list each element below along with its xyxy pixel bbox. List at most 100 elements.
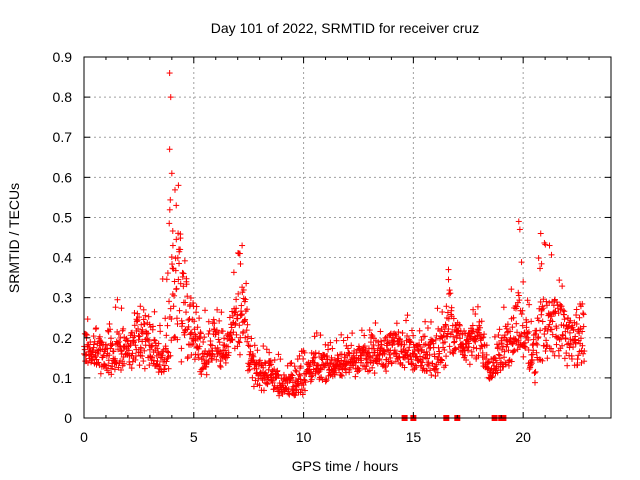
data-point [546, 299, 553, 306]
data-point [446, 290, 453, 297]
data-point [235, 338, 242, 345]
data-point [121, 360, 128, 367]
data-point [534, 335, 541, 342]
data-point [195, 354, 202, 361]
data-point [549, 331, 556, 338]
x-tick-label: 0 [80, 429, 88, 445]
data-point [376, 355, 383, 362]
data-point [178, 317, 185, 324]
data-point [434, 305, 441, 312]
data-point [174, 336, 181, 343]
data-point [81, 346, 88, 353]
data-point [553, 299, 560, 306]
data-point [440, 344, 447, 351]
data-point [461, 352, 468, 359]
data-point [524, 297, 531, 304]
data-point [139, 353, 146, 360]
data-point [559, 331, 566, 338]
data-point [131, 322, 138, 329]
data-point [496, 355, 503, 362]
data-point [393, 350, 400, 357]
data-point [349, 330, 356, 337]
data-point [540, 342, 547, 349]
data-point [537, 327, 544, 334]
data-point [84, 359, 91, 366]
data-point [240, 328, 247, 335]
data-point [175, 276, 182, 283]
data-point [178, 345, 185, 352]
data-point [438, 356, 445, 363]
data-point [232, 320, 239, 327]
data-point [185, 323, 192, 330]
data-point [215, 336, 222, 343]
data-point [539, 318, 546, 325]
data-point [219, 328, 226, 335]
data-point [450, 350, 457, 357]
data-point [260, 343, 267, 350]
data-point [230, 329, 237, 336]
data-point [384, 338, 391, 345]
data-point [275, 351, 282, 358]
data-point [216, 317, 223, 324]
data-point [146, 321, 153, 328]
data-point [369, 364, 376, 371]
data-point [368, 331, 375, 338]
data-point [225, 343, 232, 350]
data-point [579, 342, 586, 349]
data-point [260, 364, 267, 371]
data-point [233, 331, 240, 338]
data-point [333, 337, 340, 344]
data-point [542, 348, 549, 355]
data-point [187, 294, 194, 301]
data-point [529, 356, 536, 363]
data-point [448, 304, 455, 311]
data-point [563, 350, 570, 357]
data-point [313, 329, 320, 336]
data-point [481, 331, 488, 338]
data-point [452, 346, 459, 353]
data-point [118, 305, 125, 312]
y-tick-label: 0.5 [53, 209, 73, 225]
data-point [511, 347, 518, 354]
data-point [246, 351, 253, 358]
data-point [195, 351, 202, 358]
data-point [308, 376, 315, 383]
data-point [256, 382, 263, 389]
data-point [439, 357, 446, 364]
data-point [520, 278, 527, 285]
data-point [444, 333, 451, 340]
data-point [102, 341, 109, 348]
data-point [573, 306, 580, 313]
data-point [520, 353, 527, 360]
y-tick-label: 0.1 [53, 370, 73, 386]
data-point [263, 346, 270, 353]
data-point [217, 348, 224, 355]
data-point [136, 314, 143, 321]
data-point [393, 320, 400, 327]
data-point [93, 356, 100, 363]
data-point [328, 357, 335, 364]
data-point [145, 330, 152, 337]
data-point [243, 280, 250, 287]
data-point [137, 345, 144, 352]
data-point [113, 360, 120, 367]
data-point [302, 379, 309, 386]
data-point [137, 303, 144, 310]
data-point [508, 286, 515, 293]
data-point [146, 346, 153, 353]
data-point [580, 350, 587, 357]
data-point [154, 358, 161, 365]
data-point [212, 331, 219, 338]
data-point [236, 322, 243, 329]
data-point [84, 316, 91, 323]
data-point [129, 329, 136, 336]
data-point [445, 266, 452, 273]
data-point [436, 350, 443, 357]
data-point [132, 356, 139, 363]
data-point [108, 342, 115, 349]
data-point [579, 328, 586, 335]
data-point [443, 303, 450, 310]
data-point [422, 318, 429, 325]
data-point [570, 344, 577, 351]
y-tick-label: 0.4 [53, 250, 73, 266]
